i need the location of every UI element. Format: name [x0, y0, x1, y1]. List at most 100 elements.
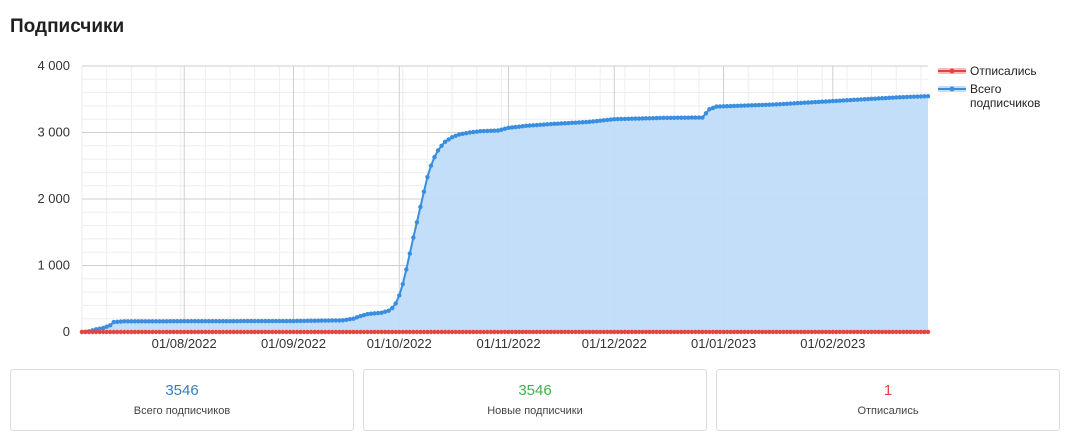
data-point-total-subscribers	[876, 96, 881, 101]
data-point-unsubscribed	[238, 329, 243, 335]
data-point-unsubscribed	[118, 329, 123, 335]
data-point-unsubscribed	[619, 329, 624, 335]
data-point-unsubscribed	[210, 329, 215, 335]
data-point-total-subscribers	[189, 319, 194, 324]
series-area-total-subscribers	[82, 96, 928, 332]
data-point-total-subscribers	[703, 111, 709, 116]
legend-item-unsubscribed[interactable]: Отписались	[938, 64, 1060, 78]
data-point-unsubscribed	[668, 329, 673, 335]
data-point-total-subscribers	[104, 324, 109, 329]
data-point-unsubscribed	[791, 329, 797, 335]
data-point-total-subscribers	[509, 125, 515, 130]
data-point-total-subscribers	[901, 94, 906, 100]
data-point-unsubscribed	[298, 329, 303, 335]
data-point-unsubscribed	[256, 329, 261, 335]
data-point-unsubscribed	[590, 329, 596, 335]
data-point-total-subscribers	[464, 130, 469, 136]
data-point-total-subscribers	[834, 98, 839, 104]
data-point-total-subscribers	[562, 121, 568, 126]
data-point-total-subscribers	[545, 122, 550, 127]
legend-item-total-subscribers[interactable]: Всего подписчиков	[938, 82, 1060, 110]
data-point-unsubscribed	[696, 329, 702, 335]
x-tick-label: 01/11/2022	[476, 336, 540, 351]
data-point-total-subscribers	[731, 103, 737, 109]
data-point-total-subscribers	[527, 123, 532, 128]
data-point-total-subscribers	[841, 98, 846, 103]
data-point-unsubscribed	[344, 329, 349, 335]
data-point-unsubscribed	[407, 329, 413, 335]
data-point-total-subscribers	[365, 311, 370, 317]
data-point-total-subscribers	[735, 103, 740, 109]
page-title: Подписчики	[10, 16, 125, 37]
data-point-unsubscribed	[735, 329, 740, 335]
data-point-unsubscribed	[86, 329, 92, 335]
data-point-unsubscribed	[724, 329, 730, 335]
data-point-unsubscribed	[453, 329, 458, 335]
data-point-total-subscribers	[231, 318, 236, 324]
data-point-unsubscribed	[460, 329, 465, 335]
data-point-total-subscribers	[382, 309, 388, 314]
data-point-unsubscribed	[742, 329, 747, 335]
data-point-total-subscribers	[174, 319, 180, 324]
data-point-unsubscribed	[393, 329, 398, 335]
data-point-unsubscribed	[774, 329, 779, 335]
data-point-total-subscribers	[404, 267, 409, 272]
data-point-total-subscribers	[157, 319, 162, 324]
data-point-unsubscribed	[83, 329, 88, 335]
data-point-unsubscribed	[249, 329, 254, 335]
data-point-unsubscribed	[93, 329, 99, 335]
data-point-unsubscribed	[520, 329, 525, 335]
data-point-total-subscribers	[767, 102, 772, 107]
data-point-total-subscribers	[925, 93, 931, 99]
data-point-total-subscribers	[784, 101, 790, 106]
data-point-total-subscribers	[439, 143, 444, 148]
data-point-total-subscribers	[587, 119, 592, 125]
data-point-total-subscribers	[227, 318, 233, 324]
data-point-unsubscribed	[372, 329, 377, 335]
data-point-total-subscribers	[139, 319, 145, 324]
data-point-unsubscribed	[125, 329, 131, 335]
card-new-subscribers-label: Новые подписчики	[487, 405, 583, 417]
data-point-unsubscribed	[294, 329, 300, 335]
data-point-unsubscribed	[323, 329, 328, 335]
data-point-unsubscribed	[633, 329, 638, 335]
data-point-total-subscribers	[344, 317, 349, 323]
data-point-unsubscribed	[922, 329, 927, 335]
data-point-unsubscribed	[386, 329, 391, 335]
data-point-unsubscribed	[573, 329, 578, 335]
data-point-total-subscribers	[361, 312, 367, 318]
data-point-total-subscribers	[122, 319, 127, 324]
data-point-unsubscribed	[305, 329, 310, 335]
data-point-total-subscribers	[548, 121, 554, 127]
data-point-total-subscribers	[696, 115, 702, 120]
data-point-unsubscribed	[781, 329, 786, 335]
data-point-unsubscribed	[252, 329, 257, 335]
data-point-total-subscribers	[700, 115, 705, 120]
data-point-unsubscribed	[301, 329, 307, 335]
data-point-total-subscribers	[844, 98, 850, 103]
data-point-unsubscribed	[224, 329, 229, 335]
data-point-total-subscribers	[315, 318, 321, 323]
data-point-total-subscribers	[379, 310, 384, 315]
data-point-total-subscribers	[922, 94, 927, 99]
data-point-unsubscribed	[576, 329, 582, 335]
data-point-unsubscribed	[541, 329, 546, 335]
data-point-unsubscribed	[760, 329, 765, 335]
data-point-total-subscribers	[478, 128, 483, 134]
data-point-total-subscribers	[802, 100, 807, 105]
data-point-total-subscribers	[485, 128, 490, 134]
data-point-total-subscribers	[763, 102, 769, 108]
data-point-unsubscribed	[721, 329, 726, 335]
data-point-unsubscribed	[245, 329, 250, 335]
data-point-total-subscribers	[305, 318, 310, 324]
data-point-total-subscribers	[590, 119, 596, 124]
data-point-total-subscribers	[312, 318, 317, 323]
data-point-total-subscribers	[167, 319, 173, 324]
data-point-total-subscribers	[481, 128, 487, 134]
data-point-unsubscribed	[858, 329, 864, 335]
data-point-total-subscribers	[724, 103, 730, 109]
data-point-unsubscribed	[805, 329, 811, 335]
data-point-unsubscribed	[506, 329, 511, 335]
data-point-total-subscribers	[897, 95, 902, 100]
data-point-unsubscribed	[523, 329, 529, 335]
